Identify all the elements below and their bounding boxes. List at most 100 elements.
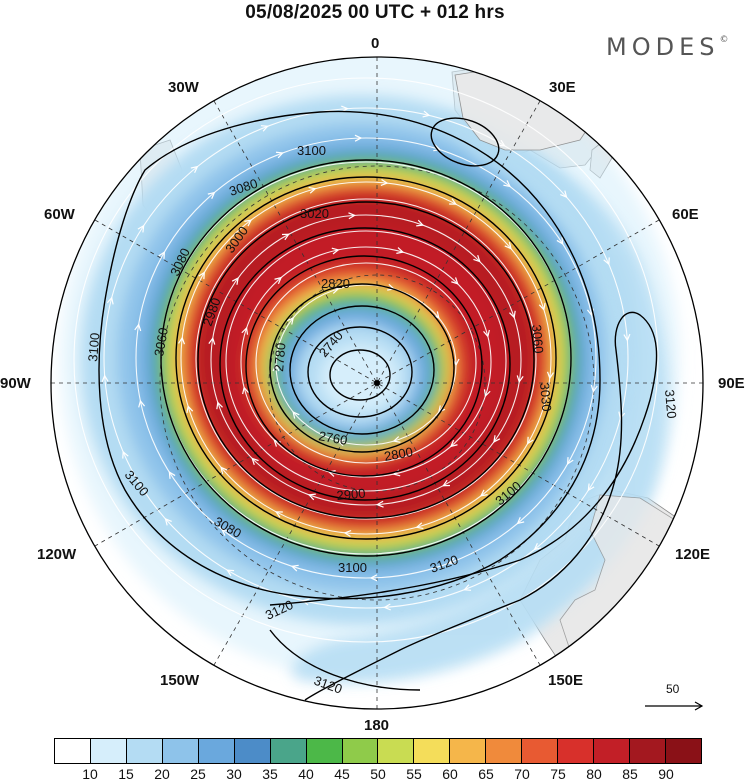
streamline-arrowhead xyxy=(122,450,129,459)
streamline-arrowhead xyxy=(451,277,459,285)
streamline-arrowhead xyxy=(231,277,239,285)
colorbar-segment xyxy=(665,739,701,763)
streamline-arrowhead xyxy=(343,529,352,537)
colorbar-segment xyxy=(522,739,559,763)
streamline-arrowhead xyxy=(380,179,389,187)
lon-label-150e: 150E xyxy=(548,672,584,689)
streamline-arrowhead xyxy=(449,198,458,205)
colorbar-tick-label: 55 xyxy=(406,766,422,782)
lon-label-90w: 90W xyxy=(0,375,31,392)
colorbar-tick-label: 85 xyxy=(622,766,638,782)
streamline-arrowhead xyxy=(134,323,142,332)
streamline-arrowhead xyxy=(587,483,595,492)
streamline-arrowhead xyxy=(590,384,598,393)
streamline-arrowhead xyxy=(158,251,166,259)
streamline-arrowhead xyxy=(516,375,524,384)
streamline-arrowhead xyxy=(603,257,610,266)
colorbar-tick-label: 65 xyxy=(478,766,494,782)
streamline-arrowhead xyxy=(375,500,384,508)
streamline-arrowhead xyxy=(354,134,363,142)
streamline-arrowhead xyxy=(449,439,458,448)
colorbar xyxy=(54,738,702,764)
streamline-arrowhead xyxy=(226,569,235,577)
streamline-arrowhead xyxy=(251,457,259,466)
streamline-arrowhead xyxy=(497,139,506,147)
lon-label-90e: 90E xyxy=(718,375,745,392)
streamline-arrowhead xyxy=(336,439,345,447)
map-title: 05/08/2025 00 UTC + 012 hrs xyxy=(245,2,505,23)
lon-label-30e: 30E xyxy=(549,79,576,96)
streamline-arrowhead xyxy=(618,411,626,420)
streamline-arrowhead xyxy=(327,470,336,477)
streamline-arrowhead xyxy=(538,302,546,311)
streamline-arrowhead xyxy=(274,276,283,285)
streamline-arrowhead xyxy=(275,151,284,159)
streamline-arrowhead xyxy=(504,241,512,250)
streamline-arrowhead xyxy=(208,336,216,345)
colorbar-tick-label: 50 xyxy=(370,766,386,782)
map-frame xyxy=(50,56,704,710)
streamline-arrowhead xyxy=(207,191,216,199)
contour-label: 2800 xyxy=(383,444,414,464)
streamline-arrowhead xyxy=(516,517,525,525)
streamline-arrowhead xyxy=(220,466,228,475)
contour-label: 3100 xyxy=(338,560,367,575)
lon-label-0: 0 xyxy=(371,35,380,52)
streamline-arrowhead xyxy=(281,233,290,241)
colorbar-segment xyxy=(378,739,415,763)
height-contours xyxy=(98,110,658,701)
colorbar-segment xyxy=(450,739,487,763)
streamline-arrowhead xyxy=(301,598,310,606)
colorbar-tick-label: 80 xyxy=(586,766,602,782)
brand-text: MODES xyxy=(606,33,720,61)
colorbar-segment xyxy=(486,739,523,763)
streamline-arrowhead xyxy=(290,564,299,572)
contour-label: 3020 xyxy=(300,206,329,221)
scale-arrow-label: 50 xyxy=(666,682,680,696)
wind-arrowheads xyxy=(101,105,631,611)
streamline-arrowhead xyxy=(483,329,490,338)
streamline-arrowhead xyxy=(274,511,283,518)
streamline-arrowhead xyxy=(308,186,317,194)
colorbar-tick-label: 25 xyxy=(190,766,206,782)
pole-marker xyxy=(374,380,380,386)
streamline-arrowhead xyxy=(483,389,491,398)
streamline-arrowhead xyxy=(331,247,340,255)
colorbar-segment xyxy=(630,739,666,763)
colorbar-segment xyxy=(55,739,91,763)
streamline-arrowhead xyxy=(493,435,501,443)
colorbar-tick-label: 45 xyxy=(334,766,350,782)
streamline-arrowhead xyxy=(164,517,172,526)
streamline-arrowhead xyxy=(260,125,269,132)
map-disk xyxy=(51,57,703,709)
streamline-arrowhead xyxy=(442,479,451,487)
streamline-arrowhead xyxy=(190,165,199,173)
streamline-arrowhead xyxy=(272,363,280,372)
colorbar-segment xyxy=(414,739,451,763)
streamline-arrowhead xyxy=(509,310,516,319)
colorbar-segment xyxy=(126,739,163,763)
contour-label: 2900 xyxy=(336,486,366,503)
lon-label-180: 180 xyxy=(364,717,390,734)
contour-label: 2820 xyxy=(321,276,350,291)
streamline-arrowhead xyxy=(178,336,186,345)
colorbar-segment xyxy=(594,739,630,763)
streamline-arrowhead xyxy=(106,296,114,305)
streamline-arrowhead xyxy=(527,436,534,445)
streamline-arrowhead xyxy=(533,543,542,551)
colorbar-segment xyxy=(90,739,127,763)
colorbar-tick-label: 20 xyxy=(154,766,170,782)
colorbar-tick-label: 70 xyxy=(514,766,530,782)
colorbar-segment xyxy=(558,739,595,763)
lon-label-30w: 30W xyxy=(168,79,199,96)
streamline-arrowhead xyxy=(473,254,481,263)
streamline-arrowhead xyxy=(216,401,223,410)
streamline-arrowhead xyxy=(292,410,300,419)
streamline-arrowhead xyxy=(369,574,378,582)
streamline-arrowhead xyxy=(383,603,391,611)
streamline-arrowhead xyxy=(396,247,405,254)
lon-label-60e: 60E xyxy=(672,206,699,223)
contour-label: 3030 xyxy=(537,382,554,412)
contour-label: 2760 xyxy=(317,428,348,448)
